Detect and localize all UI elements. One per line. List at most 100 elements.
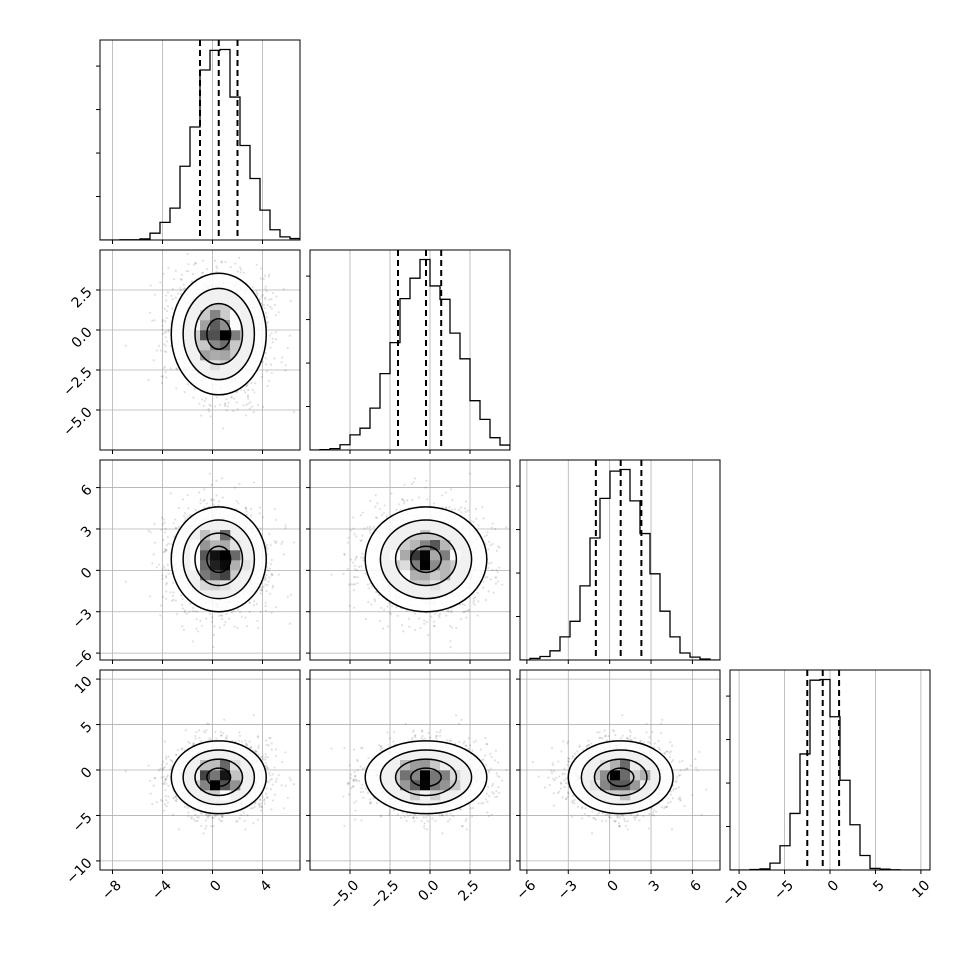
scatter-point (264, 609, 267, 612)
scatter-point (148, 311, 152, 314)
scatter-point (372, 525, 376, 528)
scatter-point (166, 291, 169, 294)
scatter-point (182, 283, 185, 286)
scatter-point (220, 614, 223, 617)
scatter-point (213, 259, 217, 262)
density-cell (200, 530, 211, 541)
scatter-point (181, 607, 185, 610)
scatter-point (463, 610, 466, 613)
scatter-point (369, 531, 372, 534)
scatter-point (180, 273, 184, 276)
scatter-point (247, 388, 250, 392)
scatter-point (203, 488, 206, 491)
panel-frame (99, 39, 301, 241)
scatter-point (302, 333, 304, 335)
scatter-point (349, 529, 352, 532)
scatter-point (360, 565, 363, 568)
density-cell (220, 560, 231, 571)
scatter-point (402, 630, 405, 633)
scatter-point (284, 364, 287, 367)
scatter-point (223, 404, 226, 408)
scatter-point (171, 298, 174, 301)
scatter-point (245, 384, 248, 387)
scatter-point (269, 544, 272, 547)
scatter-point (161, 328, 164, 331)
scatter-point (268, 334, 271, 337)
scatter-point (244, 507, 248, 510)
scatter-point (347, 583, 351, 586)
scatter-point (218, 626, 222, 629)
scatter-point (382, 511, 386, 514)
scatter-point (248, 602, 251, 605)
scatter-point (175, 367, 178, 370)
scatter-point (164, 344, 167, 347)
scatter-point (247, 397, 250, 400)
scatter-point (182, 287, 185, 291)
scatter-point (219, 403, 222, 406)
scatter-point (264, 604, 267, 607)
scatter-point (514, 573, 516, 575)
scatter-point (202, 499, 205, 503)
scatter-point (449, 488, 453, 491)
scatter-point (275, 540, 278, 543)
scatter-point (169, 367, 172, 370)
scatter-point (186, 494, 189, 497)
scatter-point (205, 617, 208, 620)
scatter-point (147, 378, 150, 381)
scatter-point (396, 614, 399, 617)
scatter-point (439, 612, 442, 616)
scatter-point (270, 558, 273, 562)
scatter-point (271, 573, 274, 576)
scatter-point (270, 572, 273, 575)
scatter-point (352, 561, 355, 564)
scatter-point (271, 341, 274, 344)
contour-line (194, 532, 244, 587)
scatter-point (262, 277, 265, 280)
scatter-point (164, 568, 167, 571)
density-cell (200, 570, 211, 581)
scatter-point (357, 565, 361, 568)
scatter-point (194, 261, 197, 265)
scatter-point (240, 615, 243, 618)
scatter-point (171, 307, 174, 310)
scatter-point (160, 375, 163, 378)
scatter-point (380, 513, 384, 517)
scatter-point (255, 263, 258, 266)
scatter-point (423, 619, 426, 622)
scatter-point (511, 555, 513, 557)
scatter-point (492, 591, 495, 594)
density-cell (200, 340, 211, 351)
scatter-point (235, 499, 238, 503)
contour-line (170, 506, 267, 613)
scatter-point (463, 603, 466, 606)
scatter-point (353, 533, 356, 536)
scatter-point (171, 599, 174, 602)
scatter-point (167, 266, 170, 269)
scatter-point (473, 603, 476, 606)
scatter-point (400, 624, 404, 627)
scatter-point (177, 525, 181, 528)
scatter-point (351, 516, 355, 519)
scatter-point (224, 403, 227, 406)
scatter-point (271, 584, 275, 588)
scatter-point (249, 401, 252, 404)
scatter-point (181, 625, 184, 628)
scatter-point (167, 330, 170, 333)
scatter-point (165, 548, 168, 552)
scatter-point (386, 605, 389, 608)
scatter-point (264, 578, 267, 581)
scatter-point (477, 524, 480, 527)
scatter-point (353, 582, 357, 586)
density-cell (230, 340, 241, 351)
density-cell (230, 310, 241, 321)
scatter-point (220, 260, 223, 263)
scatter-point (161, 320, 164, 323)
scatter-point (181, 597, 184, 601)
scatter-point (482, 586, 485, 589)
scatter-point (265, 589, 268, 593)
scatter-point (160, 528, 163, 531)
scatter-point (274, 605, 277, 609)
scatter-point (264, 601, 267, 604)
scatter-point (210, 499, 214, 502)
